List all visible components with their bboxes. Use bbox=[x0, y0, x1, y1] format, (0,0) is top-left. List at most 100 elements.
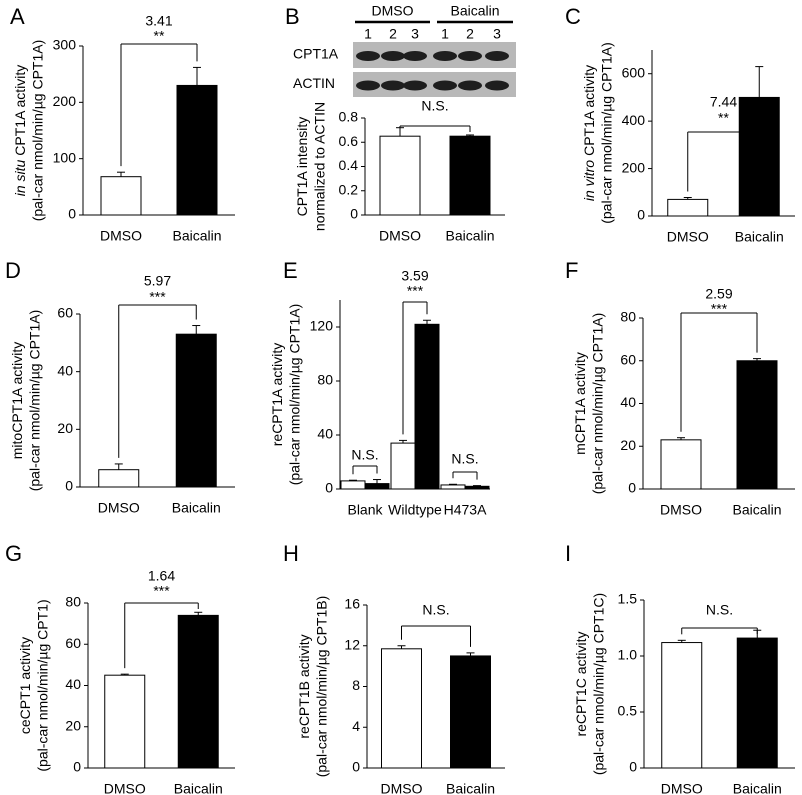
bar bbox=[379, 135, 421, 216]
bar bbox=[100, 176, 142, 216]
y-tick-label: 80 bbox=[65, 594, 81, 610]
annotation: 2.59 bbox=[705, 286, 732, 302]
y-tick-label: 120 bbox=[310, 318, 334, 334]
panel-letter: D bbox=[5, 258, 21, 283]
y-tick-label: 20 bbox=[620, 437, 636, 453]
y-tick-label: 0.2 bbox=[339, 181, 359, 197]
x-tick-label: Baicalin bbox=[735, 229, 784, 245]
y-axis-label: (pal-car nmol/min/µg CPT1A) bbox=[590, 313, 606, 495]
x-tick-label: Baicalin bbox=[732, 502, 781, 518]
bar bbox=[390, 442, 416, 490]
y-tick-label: 1.0 bbox=[618, 647, 638, 663]
panel-letter: A bbox=[10, 4, 25, 29]
y-tick-label: 0 bbox=[352, 759, 360, 775]
y-tick-label: 1.5 bbox=[618, 591, 638, 607]
y-axis-label: (pal-car nmol/min/µg CPT1A) bbox=[30, 40, 46, 222]
y-tick-label: 0 bbox=[325, 480, 333, 496]
blot-band bbox=[356, 51, 380, 61]
bar bbox=[177, 614, 219, 769]
blot-band bbox=[485, 51, 509, 61]
annotation: ** bbox=[718, 110, 729, 126]
y-axis-label: ceCPT1 activity bbox=[17, 637, 33, 734]
y-tick-label: 100 bbox=[53, 149, 77, 165]
y-axis-label: reCPT1C activity bbox=[573, 631, 589, 736]
y-tick-label: 60 bbox=[65, 635, 81, 651]
blot-lane-label: 2 bbox=[466, 26, 474, 42]
x-tick-label: DMSO bbox=[100, 228, 142, 244]
y-tick-label: 0.5 bbox=[618, 703, 638, 719]
x-tick-label: DMSO bbox=[98, 500, 140, 516]
x-tick-label: Blank bbox=[347, 502, 383, 518]
y-axis-label: (pal-car nmol/min/µg CPT1C) bbox=[591, 593, 607, 775]
blot-band bbox=[458, 80, 482, 91]
panel-letter: F bbox=[565, 258, 578, 283]
bar bbox=[738, 96, 780, 217]
y-tick-label: 8 bbox=[352, 677, 360, 693]
blot-lane-label: 1 bbox=[441, 26, 449, 42]
blot-lane-label: 1 bbox=[364, 26, 372, 42]
annotation: ** bbox=[154, 28, 165, 44]
y-tick-label: 200 bbox=[53, 93, 77, 109]
panel-letter: I bbox=[565, 541, 571, 566]
bar bbox=[176, 84, 218, 216]
bar bbox=[364, 483, 390, 490]
annotation: N.S. bbox=[706, 602, 733, 618]
annotation: *** bbox=[153, 583, 170, 599]
y-axis-label: mCPT1A activity bbox=[572, 352, 588, 455]
y-axis-label: (pal-car nmol/min/µg CPT1B) bbox=[314, 596, 330, 778]
panel-letter: E bbox=[283, 258, 298, 283]
blot-lane-label: 2 bbox=[389, 26, 397, 42]
bar bbox=[660, 439, 702, 490]
blot-group-label: Baicalin bbox=[450, 3, 499, 19]
y-tick-label: 0 bbox=[65, 478, 73, 494]
annotation: *** bbox=[149, 289, 166, 305]
y-tick-label: 12 bbox=[344, 636, 360, 652]
y-axis-label: CPT1A intensity bbox=[294, 117, 310, 217]
y-axis-label-text: CPT1A activity bbox=[12, 65, 28, 156]
bar bbox=[661, 642, 703, 769]
y-axis-label: reCPT1A activity bbox=[269, 343, 285, 446]
y-tick-label: 60 bbox=[620, 351, 636, 367]
blot-band bbox=[356, 80, 380, 91]
blot-band bbox=[403, 51, 427, 61]
blot-band bbox=[433, 80, 457, 91]
x-tick-label: DMSO bbox=[381, 781, 423, 795]
annotation: 7.44 bbox=[710, 94, 737, 110]
bar bbox=[104, 674, 146, 769]
y-tick-label: 40 bbox=[57, 362, 73, 378]
y-axis-label-text: mitoCPT1A activity bbox=[9, 342, 25, 459]
y-tick-label: 200 bbox=[622, 159, 646, 175]
annotation: 3.59 bbox=[401, 268, 428, 284]
y-tick-label: 0 bbox=[637, 207, 645, 223]
annotation: N.S. bbox=[451, 451, 478, 467]
x-tick-label: H473A bbox=[444, 502, 487, 518]
bar bbox=[98, 469, 140, 488]
panel-letter: H bbox=[283, 541, 299, 566]
y-tick-label: 4 bbox=[352, 718, 360, 734]
x-tick-label: Baicalin bbox=[446, 781, 495, 795]
y-tick-label: 80 bbox=[620, 309, 636, 325]
bar bbox=[464, 485, 490, 490]
blot-band bbox=[403, 80, 427, 91]
y-axis-label-italic: in situ bbox=[12, 160, 28, 197]
blot-lane-label: 3 bbox=[493, 26, 501, 42]
x-tick-label: Baicalin bbox=[445, 228, 494, 244]
bar bbox=[340, 480, 366, 490]
y-axis-label-text: mCPT1A activity bbox=[572, 352, 588, 455]
y-tick-label: 0.4 bbox=[339, 157, 359, 173]
x-tick-label: Wildtype bbox=[388, 502, 442, 518]
y-tick-label: 0 bbox=[629, 759, 637, 775]
y-tick-label: 0 bbox=[73, 759, 81, 775]
y-tick-label: 80 bbox=[317, 372, 333, 388]
annotation: N.S. bbox=[421, 98, 448, 114]
x-tick-label: DMSO bbox=[660, 502, 702, 518]
bar bbox=[736, 637, 778, 769]
blot-row-label: CPT1A bbox=[293, 46, 339, 62]
y-axis-label: (pal-car nmol/min/µg CPT1) bbox=[35, 599, 51, 771]
y-axis-label-text: reCPT1C activity bbox=[573, 631, 589, 736]
bar bbox=[667, 198, 709, 217]
x-tick-label: DMSO bbox=[379, 228, 421, 244]
y-tick-label: 0.6 bbox=[339, 133, 359, 149]
annotation: N.S. bbox=[422, 602, 449, 618]
